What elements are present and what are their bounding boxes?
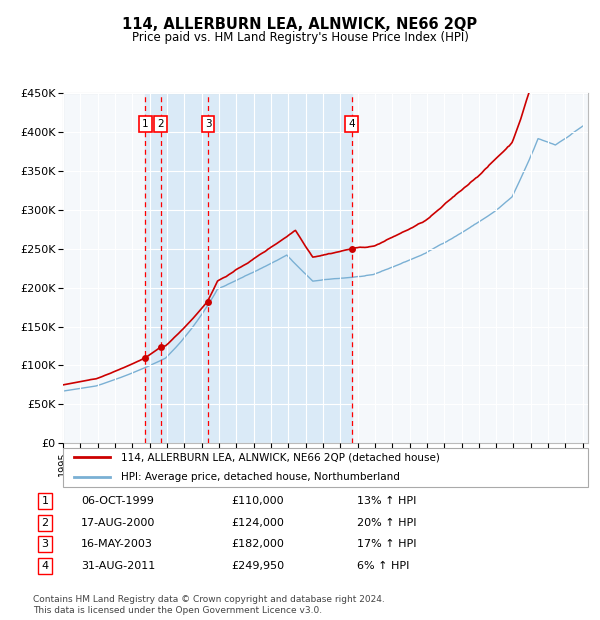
Text: This data is licensed under the Open Government Licence v3.0.: This data is licensed under the Open Gov… xyxy=(33,606,322,614)
Text: 1: 1 xyxy=(41,496,49,506)
Text: Contains HM Land Registry data © Crown copyright and database right 2024.: Contains HM Land Registry data © Crown c… xyxy=(33,595,385,604)
FancyBboxPatch shape xyxy=(63,448,588,487)
Text: 1: 1 xyxy=(142,119,149,129)
Text: Price paid vs. HM Land Registry's House Price Index (HPI): Price paid vs. HM Land Registry's House … xyxy=(131,31,469,44)
Text: 2: 2 xyxy=(157,119,164,129)
Text: £249,950: £249,950 xyxy=(231,561,284,571)
Text: 13% ↑ HPI: 13% ↑ HPI xyxy=(357,496,416,506)
Bar xyxy=(145,93,352,443)
Text: 17% ↑ HPI: 17% ↑ HPI xyxy=(357,539,416,549)
Text: 114, ALLERBURN LEA, ALNWICK, NE66 2QP (detached house): 114, ALLERBURN LEA, ALNWICK, NE66 2QP (d… xyxy=(121,453,440,463)
Text: £124,000: £124,000 xyxy=(231,518,284,528)
Text: 6% ↑ HPI: 6% ↑ HPI xyxy=(357,561,409,571)
Text: 4: 4 xyxy=(41,561,49,571)
Text: 3: 3 xyxy=(41,539,49,549)
Text: HPI: Average price, detached house, Northumberland: HPI: Average price, detached house, Nort… xyxy=(121,472,400,482)
Text: 3: 3 xyxy=(205,119,211,129)
Text: 2: 2 xyxy=(41,518,49,528)
Text: 20% ↑ HPI: 20% ↑ HPI xyxy=(357,518,416,528)
Text: £110,000: £110,000 xyxy=(231,496,284,506)
Text: 4: 4 xyxy=(349,119,355,129)
Text: 114, ALLERBURN LEA, ALNWICK, NE66 2QP: 114, ALLERBURN LEA, ALNWICK, NE66 2QP xyxy=(122,17,478,32)
Text: 31-AUG-2011: 31-AUG-2011 xyxy=(81,561,155,571)
Text: £182,000: £182,000 xyxy=(231,539,284,549)
Text: 16-MAY-2003: 16-MAY-2003 xyxy=(81,539,153,549)
Text: 17-AUG-2000: 17-AUG-2000 xyxy=(81,518,155,528)
Text: 06-OCT-1999: 06-OCT-1999 xyxy=(81,496,154,506)
